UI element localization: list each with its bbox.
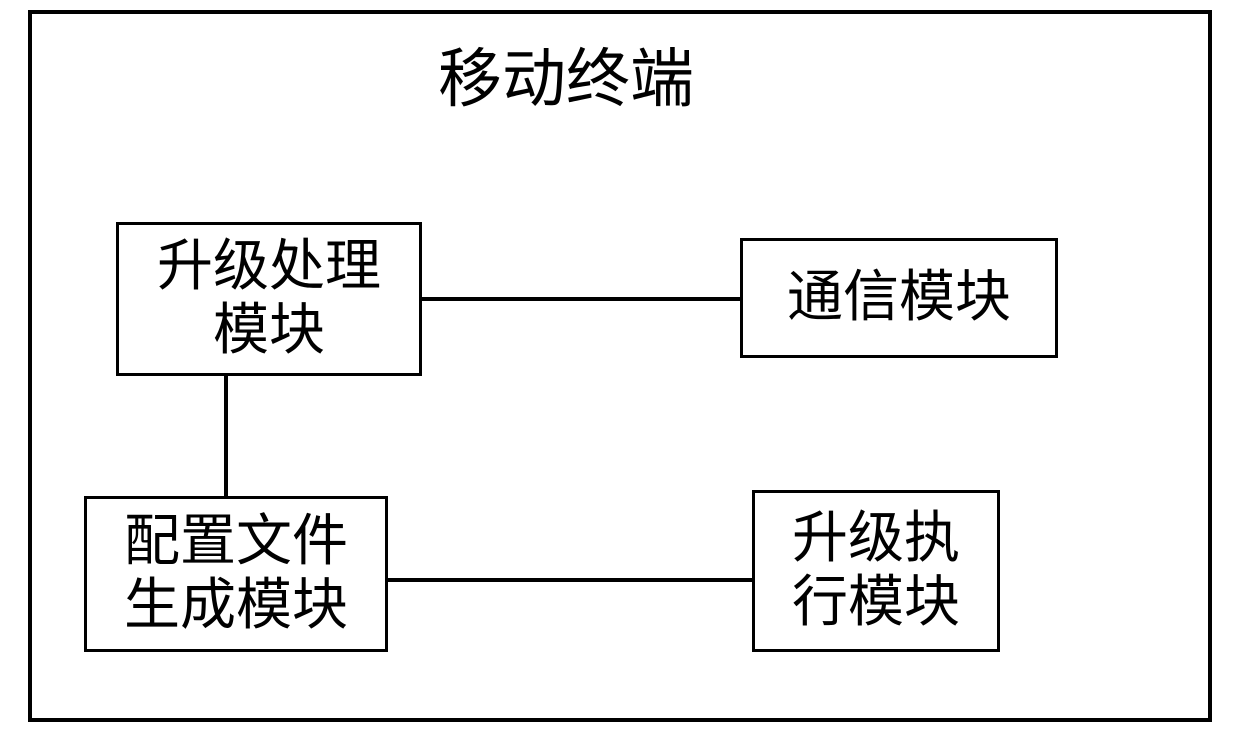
upgrade-processing-module-box: 升级处理模块 [116,222,422,376]
config-file-label: 配置文件生成模块 [124,510,348,639]
connector-config-to-exec [388,578,752,582]
connector-processing-to-config [224,376,228,496]
communication-label: 通信模块 [787,266,1011,330]
connector-processing-to-communication [422,297,740,301]
upgrade-execution-module-box: 升级执行模块 [752,490,1000,652]
upgrade-processing-label: 升级处理模块 [157,235,381,364]
communication-module-box: 通信模块 [740,238,1058,358]
diagram-title: 移动终端 [438,28,694,120]
upgrade-exec-label: 升级执行模块 [792,507,960,636]
config-file-generation-module-box: 配置文件生成模块 [84,496,388,652]
